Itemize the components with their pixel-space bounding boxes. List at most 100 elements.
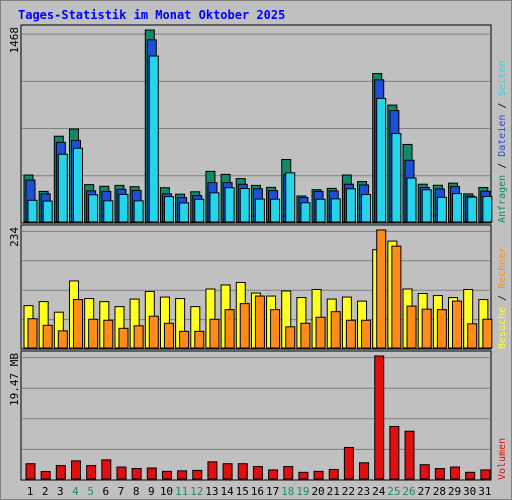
x-tick-label-day-5: 5 (87, 485, 94, 498)
bar-seiten-day-12 (194, 198, 205, 223)
bar-seiten-day-20 (315, 198, 326, 223)
bar-seiten-day-26 (406, 177, 417, 223)
bar-volumen-day-29 (450, 466, 461, 480)
x-tick-label-day-1: 1 (27, 485, 34, 498)
bar-rechner-day-6 (103, 319, 114, 349)
bar-volumen-day-18 (283, 466, 294, 480)
bar-seiten-day-27 (421, 189, 432, 223)
bar-rechner-day-22 (345, 319, 356, 349)
bar-volumen-day-15 (237, 463, 248, 480)
side-legend-dateien: Dateien (497, 115, 508, 157)
bar-rechner-day-11 (179, 330, 190, 349)
bar-seiten-day-19 (300, 202, 311, 223)
bar-rechner-day-18 (285, 326, 296, 349)
bar-rechner-day-14 (224, 309, 235, 349)
bar-rechner-day-26 (406, 305, 417, 349)
bar-seiten-day-5 (88, 194, 99, 223)
x-tick-label-day-22: 22 (342, 485, 355, 498)
panel-top: 1468 (8, 24, 493, 224)
bar-volumen-day-8 (131, 468, 142, 480)
bar-volumen-day-12 (192, 469, 203, 480)
bar-rechner-day-13 (209, 318, 220, 349)
bar-rechner-day-25 (391, 245, 402, 349)
x-tick-label-day-27: 27 (418, 485, 431, 498)
side-legend-bottom: Volumen (497, 438, 508, 480)
bar-volumen-day-7 (116, 466, 127, 480)
x-tick-label-day-17: 17 (266, 485, 279, 498)
bar-rechner-day-1 (27, 318, 38, 349)
bar-seiten-day-28 (436, 196, 447, 223)
bar-rechner-day-8 (133, 325, 144, 349)
bar-rechner-day-12 (194, 330, 205, 349)
bar-rechner-day-5 (88, 318, 99, 349)
bar-volumen-day-28 (434, 468, 445, 480)
bar-volumen-day-25 (389, 425, 400, 480)
bar-seiten-day-25 (391, 133, 402, 223)
x-tick-label-day-4: 4 (72, 485, 79, 498)
side-legend-seiten: Seiten (497, 60, 508, 96)
side-legend-top: Anfragen / Dateien / Seiten (497, 60, 508, 223)
bar-rechner-day-21 (330, 311, 341, 349)
bar-volumen-day-17 (268, 469, 279, 480)
bar-volumen-day-19 (298, 471, 309, 480)
bar-volumen-day-5 (86, 465, 97, 480)
x-tick-label-day-26: 26 (402, 485, 415, 498)
bar-rechner-day-19 (300, 322, 311, 349)
x-tick-label-day-18: 18 (281, 485, 294, 498)
bar-rechner-day-28 (436, 309, 447, 349)
bar-seiten-day-22 (345, 188, 356, 223)
side-legend-separator: / (497, 157, 508, 175)
bar-seiten-day-15 (239, 188, 250, 223)
x-tick-label-day-2: 2 (42, 485, 49, 498)
x-tick-label-day-24: 24 (372, 485, 386, 498)
bar-volumen-day-1 (25, 463, 36, 480)
bar-volumen-day-30 (465, 471, 476, 480)
x-tick-label-day-11: 11 (175, 485, 188, 498)
x-tick-label-day-9: 9 (148, 485, 155, 498)
panel-middle: 234 (8, 224, 493, 350)
bar-seiten-day-7 (118, 193, 129, 223)
chart-title: Tages-Statistik im Monat Oktober 2025 (18, 8, 286, 22)
bar-volumen-day-22 (343, 446, 354, 480)
bar-volumen-day-4 (70, 460, 81, 480)
bar-rechner-day-4 (72, 299, 83, 349)
bar-volumen-day-27 (419, 464, 430, 480)
x-tick-label-day-16: 16 (251, 485, 264, 498)
x-tick-label-day-31: 31 (478, 485, 491, 498)
bar-seiten-day-2 (42, 200, 53, 223)
bar-seiten-day-4 (72, 147, 83, 223)
x-tick-label-day-29: 29 (448, 485, 461, 498)
x-tick-label-day-6: 6 (102, 485, 109, 498)
bar-rechner-day-23 (361, 319, 372, 349)
bar-seiten-day-18 (285, 172, 296, 223)
x-tick-label-day-30: 30 (463, 485, 476, 498)
side-legend-volumen: Volumen (497, 438, 508, 480)
bar-rechner-day-15 (239, 303, 250, 349)
x-tick-label-day-28: 28 (433, 485, 446, 498)
panel-bottom-ymax-label: 19.47 MB (8, 353, 21, 406)
bar-rechner-day-29 (452, 300, 463, 349)
side-legend-middle: Besuche / Rechner (497, 247, 508, 349)
bar-seiten-day-9 (148, 55, 159, 223)
bar-seiten-day-10 (163, 196, 174, 223)
x-tick-label-day-21: 21 (327, 485, 340, 498)
bar-volumen-day-16 (252, 466, 263, 480)
bar-volumen-day-2 (40, 471, 51, 480)
side-legend-besuche: Besuche (497, 307, 508, 349)
x-tick-label-day-8: 8 (133, 485, 140, 498)
bar-seiten-day-13 (209, 192, 220, 223)
bar-rechner-day-20 (315, 316, 326, 349)
x-tick-label-day-19: 19 (296, 485, 309, 498)
bar-seiten-day-29 (452, 193, 463, 223)
bar-volumen-day-13 (207, 461, 218, 480)
x-tick-label-day-7: 7 (118, 485, 125, 498)
bar-seiten-day-3 (57, 153, 68, 223)
x-tick-label-day-15: 15 (236, 485, 249, 498)
x-tick-label-day-20: 20 (311, 485, 324, 498)
panel-top-ymax-label: 1468 (8, 27, 21, 54)
bar-seiten-day-31 (482, 195, 493, 223)
bar-seiten-day-30 (467, 196, 478, 223)
bar-rechner-day-24 (376, 229, 387, 349)
bar-volumen-day-9 (146, 467, 157, 480)
